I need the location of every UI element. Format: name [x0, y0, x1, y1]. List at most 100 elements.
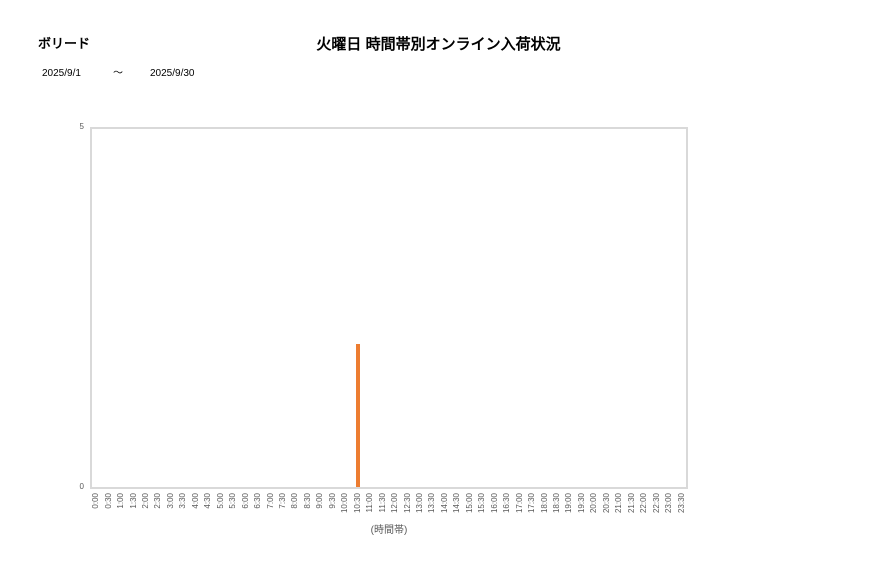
- bar-slot: [290, 129, 302, 487]
- bar-slot: [439, 129, 451, 487]
- x-tick-label: 16:30: [502, 493, 512, 514]
- bar-slot: [154, 129, 166, 487]
- bar-slot: [203, 129, 215, 487]
- x-tick-slot: 1:30: [127, 493, 139, 523]
- x-tick-slot: 22:30: [650, 493, 662, 523]
- bar-slot: [104, 129, 116, 487]
- x-tick-slot: 9:00: [314, 493, 326, 523]
- x-tick-label: 13:00: [415, 493, 424, 514]
- x-tick-slot: 18:30: [551, 493, 563, 523]
- x-tick-label: 0:30: [103, 493, 113, 509]
- x-tick-label: 21:00: [614, 493, 624, 514]
- x-tick-label: 16:00: [489, 493, 499, 514]
- x-tick-slot: 0:30: [102, 493, 114, 523]
- bar-slot: [661, 129, 673, 487]
- x-tick-slot: 12:30: [401, 493, 413, 523]
- bar-slot: [352, 129, 364, 487]
- x-tick-slot: 16:00: [489, 493, 501, 523]
- x-tick-slot: 15:30: [476, 493, 488, 523]
- bar-slot: [401, 129, 413, 487]
- x-tick-slot: 22:00: [638, 493, 650, 523]
- bar-slot: [179, 129, 191, 487]
- bar-slot: [389, 129, 401, 487]
- bar-slot: [674, 129, 686, 487]
- x-tick-label: 9:00: [315, 493, 325, 509]
- x-tick-label: 15:30: [477, 493, 487, 514]
- bar-slot: [327, 129, 339, 487]
- date-separator: ～: [113, 68, 123, 79]
- bar-slot: [538, 129, 550, 487]
- bar-slot: [612, 129, 624, 487]
- x-tick-slot: 5:30: [227, 493, 239, 523]
- x-tick-label: 2:00: [141, 493, 151, 509]
- bar-slot: [599, 129, 611, 487]
- x-tick-slot: 1:00: [115, 493, 127, 523]
- x-tick-label: 19:00: [564, 493, 574, 514]
- x-tick-slot: 17:30: [526, 493, 538, 523]
- x-axis-title: (時間帯): [370, 525, 408, 536]
- bar-slot: [649, 129, 661, 487]
- x-tick-slot: 18:00: [538, 493, 550, 523]
- plot-area: [90, 127, 688, 489]
- x-tick-label: 8:30: [302, 493, 312, 509]
- y-axis-tick-min: 0: [79, 482, 84, 491]
- x-tick-label: 17:00: [514, 493, 524, 514]
- x-tick-label: 6:30: [253, 493, 263, 509]
- x-tick-label: 13:30: [427, 493, 437, 514]
- x-tick-label: 22:00: [639, 493, 649, 514]
- x-tick-label: 10:00: [340, 493, 350, 514]
- x-tick-slot: 2:00: [140, 493, 152, 523]
- x-tick-label: 23:30: [676, 493, 686, 514]
- x-tick-slot: 4:30: [202, 493, 214, 523]
- x-tick-label: 15:00: [464, 493, 474, 514]
- x-tick-slot: 8:30: [302, 493, 314, 523]
- bar-slot: [377, 129, 389, 487]
- x-tick-label: 5:00: [215, 493, 225, 509]
- x-tick-slot: 19:30: [576, 493, 588, 523]
- x-tick-slot: 6:30: [252, 493, 264, 523]
- x-tick-label: 22:30: [651, 493, 661, 514]
- x-tick-label: 20:00: [589, 493, 599, 514]
- x-tick-slot: 20:00: [588, 493, 600, 523]
- x-tick-label: 7:30: [278, 493, 288, 509]
- bar-slot: [278, 129, 290, 487]
- x-tick-slot: 7:00: [264, 493, 276, 523]
- x-tick-slot: 15:00: [464, 493, 476, 523]
- bar-slot: [265, 129, 277, 487]
- bar-slot: [166, 129, 178, 487]
- x-tick-slot: 10:30: [352, 493, 364, 523]
- x-tick-slot: 21:00: [613, 493, 625, 523]
- bar-slot: [637, 129, 649, 487]
- bar-slot: [414, 129, 426, 487]
- x-tick-label: 21:30: [626, 493, 636, 514]
- bar-slot: [550, 129, 562, 487]
- x-axis-labels: 0:00 0:30 1:00 1:30 2:00 2:30 3:00 3:30 4:00 4:30…: [90, 493, 688, 523]
- x-tick-slot: 11:00: [364, 493, 376, 523]
- x-tick-slot: 9:30: [327, 493, 339, 523]
- bar-slot: [624, 129, 636, 487]
- bar-slot: [92, 129, 104, 487]
- x-tick-label: 8:00: [290, 493, 300, 509]
- bar-slot: [562, 129, 574, 487]
- bar-slot: [315, 129, 327, 487]
- x-tick-slot: 6:00: [239, 493, 251, 523]
- y-axis-tick-max: 5: [79, 122, 84, 131]
- bar-slot: [500, 129, 512, 487]
- x-tick-slot: 20:30: [601, 493, 613, 523]
- product-label: ボリード: [38, 36, 91, 51]
- x-tick-slot: 3:00: [165, 493, 177, 523]
- x-tick-label: 14:00: [439, 493, 449, 514]
- bar-slot: [191, 129, 203, 487]
- bar-slot: [142, 129, 154, 487]
- x-tick-label: 17:30: [527, 493, 537, 514]
- bar-10:30[interactable]: [356, 343, 361, 487]
- x-tick-label: 7:00: [265, 493, 275, 509]
- x-tick-label: 6:00: [240, 493, 250, 509]
- x-tick-slot: 19:00: [563, 493, 575, 523]
- x-tick-slot: 16:30: [501, 493, 513, 523]
- x-tick-label: 4:00: [190, 493, 200, 509]
- bar-slot: [426, 129, 438, 487]
- x-tick-label: 2:30: [153, 493, 163, 509]
- bar-slot: [488, 129, 500, 487]
